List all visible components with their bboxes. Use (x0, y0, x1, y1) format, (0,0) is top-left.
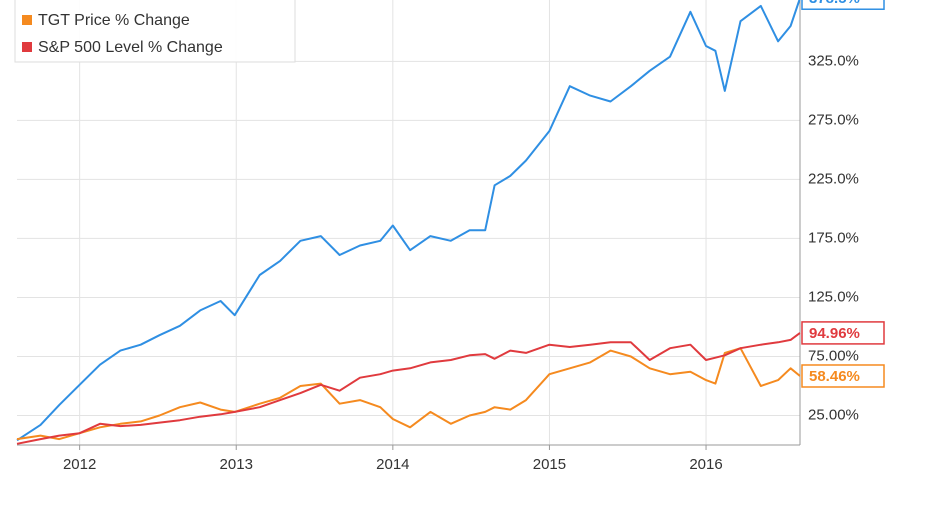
end-label-box (801, 321, 885, 345)
x-tick-label: 2013 (220, 456, 253, 473)
end-label: 94.96% (809, 325, 860, 342)
y-tick-label: 125.0% (808, 288, 859, 305)
legend: TGT Price % Change S&P 500 Level % Change (14, 0, 296, 63)
y-tick-label: 25.00% (808, 406, 859, 423)
legend-box (14, 0, 296, 63)
y-tick-label: 325.0% (808, 52, 859, 69)
x-tick-label: 2012 (63, 456, 96, 473)
legend-swatch (22, 15, 32, 25)
series-line (16, 0, 801, 442)
y-tick-label: 175.0% (808, 229, 859, 246)
y-tick-label: 275.0% (808, 111, 859, 128)
legend-label: S&P 500 Level % Change (38, 39, 223, 56)
y-tick-label: 75.00% (808, 347, 859, 364)
legend-label: TGT Price % Change (38, 12, 190, 29)
end-label: 378.5% (809, 0, 860, 7)
series-line (16, 332, 801, 445)
y-tick-label: 225.0% (808, 170, 859, 187)
end-label: 58.46% (809, 368, 860, 385)
end-label-box (801, 0, 885, 10)
x-tick-label: 2014 (376, 456, 409, 473)
end-label-box (801, 364, 885, 388)
x-tick-label: 2015 (533, 456, 566, 473)
x-tick-label: 2016 (689, 456, 722, 473)
legend-swatch (22, 42, 32, 52)
series-line (16, 347, 801, 441)
